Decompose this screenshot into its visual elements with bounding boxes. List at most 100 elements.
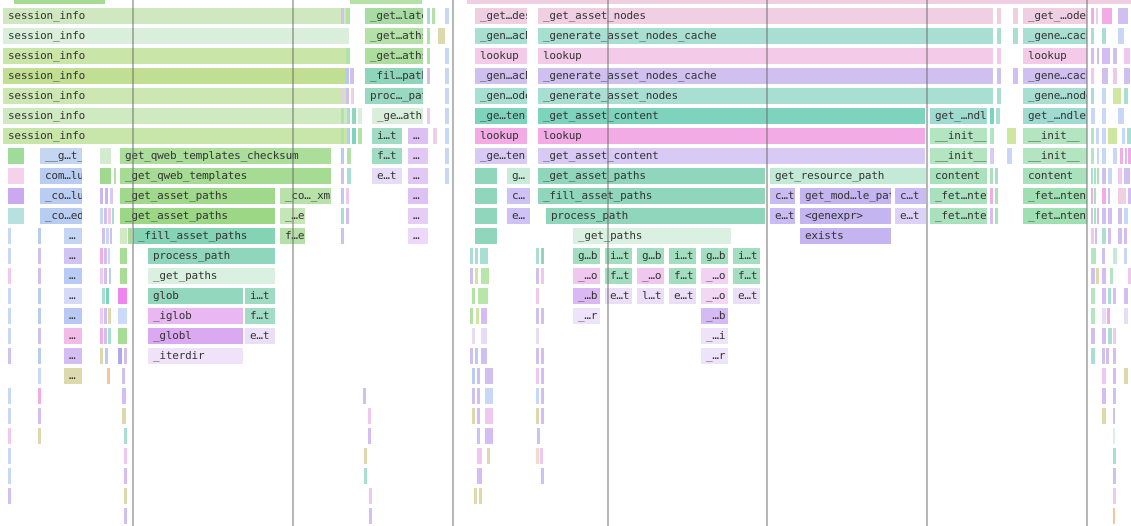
flame-sliver[interactable] xyxy=(38,228,41,244)
flame-frame[interactable]: _fill_asset_paths xyxy=(133,228,275,244)
flame-frame[interactable]: f…t xyxy=(605,268,632,284)
flame-frame[interactable]: e…t xyxy=(605,288,632,304)
flame-sliver[interactable] xyxy=(38,428,41,444)
flame-sliver[interactable] xyxy=(1113,248,1117,264)
flame-sliver[interactable] xyxy=(38,308,41,324)
flame-sliver[interactable] xyxy=(1113,88,1121,104)
flame-sliver[interactable] xyxy=(1118,168,1122,184)
flame-sliver[interactable] xyxy=(1128,148,1131,164)
flame-sliver[interactable] xyxy=(38,348,41,364)
flame-sliver[interactable] xyxy=(1124,88,1128,104)
flame-sliver[interactable] xyxy=(433,128,437,144)
flame-sliver[interactable] xyxy=(114,168,116,184)
flame-sliver[interactable] xyxy=(104,268,107,284)
flame-sliver[interactable] xyxy=(1091,8,1094,24)
flame-frame[interactable]: _fet…nten xyxy=(930,188,987,204)
flame-sliver[interactable] xyxy=(1107,308,1110,324)
flame-frame[interactable]: _co…_xm xyxy=(280,188,331,204)
flame-frame[interactable]: _…r xyxy=(573,308,600,324)
flame-sliver[interactable] xyxy=(1102,8,1112,24)
flame-frame[interactable]: _…r xyxy=(701,348,728,364)
flame-sliver[interactable] xyxy=(1124,368,1128,384)
flame-sliver[interactable] xyxy=(8,328,11,344)
flame-frame[interactable]: _…b xyxy=(573,288,600,304)
flame-sliver[interactable] xyxy=(990,148,994,164)
flame-sliver[interactable] xyxy=(110,188,113,204)
flame-sliver[interactable] xyxy=(1113,428,1115,444)
flame-sliver[interactable] xyxy=(1091,128,1094,144)
flame-sliver[interactable] xyxy=(105,188,108,204)
flame-frame[interactable]: … xyxy=(64,368,82,384)
flame-frame[interactable]: f…t xyxy=(733,268,760,284)
flame-sliver[interactable] xyxy=(8,288,11,304)
flame-frame[interactable] xyxy=(475,188,497,204)
flame-sliver[interactable] xyxy=(476,308,479,324)
flame-frame[interactable]: i…t xyxy=(669,248,696,264)
flame-sliver[interactable] xyxy=(427,8,430,24)
flame-sliver[interactable] xyxy=(100,308,103,324)
flame-sliver[interactable] xyxy=(1127,128,1131,144)
flame-sliver[interactable] xyxy=(1102,108,1106,124)
flame-sliver[interactable] xyxy=(432,8,435,24)
flame-frame[interactable]: _…o xyxy=(701,288,728,304)
flame-frame[interactable]: __init__ xyxy=(1023,128,1087,144)
flame-sliver[interactable] xyxy=(995,208,998,224)
flame-sliver[interactable] xyxy=(1124,288,1128,304)
flame-sliver[interactable] xyxy=(1102,188,1106,204)
flame-sliver[interactable] xyxy=(8,468,11,484)
flame-sliver[interactable] xyxy=(472,408,475,424)
flame-sliver[interactable] xyxy=(110,228,112,244)
flame-frame[interactable]: _get_…odes xyxy=(1023,8,1087,24)
flame-frame[interactable]: _get_qweb_templates xyxy=(120,168,331,184)
flame-sliver[interactable] xyxy=(485,428,493,444)
flame-frame[interactable]: … xyxy=(64,328,82,344)
flame-sliver[interactable] xyxy=(124,508,127,524)
flame-frame[interactable]: c…t xyxy=(895,188,926,204)
flame-frame[interactable] xyxy=(8,168,24,184)
flame-sliver[interactable] xyxy=(480,248,488,264)
flame-frame[interactable]: _gene…node xyxy=(1023,88,1087,104)
flame-sliver[interactable] xyxy=(470,308,473,324)
flame-frame[interactable]: _ge…ten xyxy=(475,108,527,124)
flame-sliver[interactable] xyxy=(1091,228,1094,244)
flame-sliver[interactable] xyxy=(445,168,449,184)
flame-frame[interactable]: lookup xyxy=(475,48,527,64)
flame-frame[interactable]: _get…late xyxy=(365,8,423,24)
flame-sliver[interactable] xyxy=(124,468,127,484)
flame-sliver[interactable] xyxy=(472,288,475,304)
flame-frame[interactable]: _gene…cach xyxy=(1023,68,1087,84)
flame-sliver[interactable] xyxy=(1113,68,1117,84)
flame-frame[interactable]: … xyxy=(64,248,82,264)
flame-sliver[interactable] xyxy=(1102,68,1108,84)
flame-sliver[interactable] xyxy=(1113,368,1116,384)
flame-frame[interactable]: f…t xyxy=(245,308,275,324)
flame-sliver[interactable] xyxy=(108,308,111,324)
flame-sliver[interactable] xyxy=(347,108,350,124)
flame-sliver[interactable] xyxy=(990,128,994,144)
flame-frame[interactable]: __g…t_ xyxy=(40,148,82,164)
flame-frame[interactable]: session_info xyxy=(3,108,347,124)
flame-sliver[interactable] xyxy=(438,28,445,44)
flame-sliver[interactable] xyxy=(352,128,356,144)
flame-frame[interactable]: process_path xyxy=(148,248,275,264)
flame-sliver[interactable] xyxy=(1091,188,1093,204)
flame-sliver[interactable] xyxy=(537,428,540,444)
flame-sliver[interactable] xyxy=(1007,148,1012,164)
flame-frame[interactable]: e…t xyxy=(669,288,696,304)
flame-sliver[interactable] xyxy=(1094,208,1096,224)
flame-sliver[interactable] xyxy=(1102,48,1110,64)
flame-sliver[interactable] xyxy=(1102,28,1106,44)
flame-frame[interactable]: … xyxy=(408,228,428,244)
flame-frame[interactable]: get_…ndle xyxy=(930,108,987,124)
flame-sliver[interactable] xyxy=(104,248,107,264)
flame-sliver[interactable] xyxy=(472,388,475,404)
flame-sliver[interactable] xyxy=(128,228,132,244)
flame-frame[interactable]: _generate_asset_nodes_cache xyxy=(538,28,993,44)
flame-frame[interactable]: _gen…ach xyxy=(475,28,527,44)
flame-frame[interactable]: _…o xyxy=(701,268,728,284)
flame-sliver[interactable] xyxy=(8,488,11,504)
flame-frame[interactable]: … xyxy=(408,168,428,184)
flame-sliver[interactable] xyxy=(1102,368,1106,384)
flame-sliver[interactable] xyxy=(1108,208,1112,224)
flame-sliver[interactable] xyxy=(8,308,11,324)
